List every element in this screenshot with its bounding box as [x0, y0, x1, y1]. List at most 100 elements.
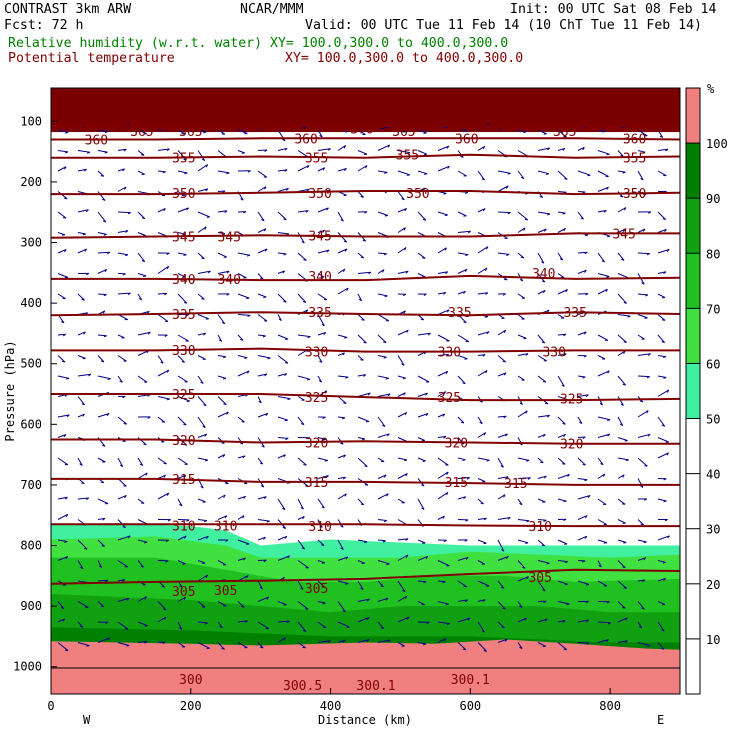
wind-vector-head: [644, 317, 648, 319]
wind-vector-head: [403, 310, 406, 314]
wind-vector: [157, 616, 167, 623]
wind-vector: [277, 252, 287, 255]
wind-vector-head: [607, 433, 611, 437]
wind-vector-head: [382, 269, 385, 273]
wind-vector-head: [266, 596, 270, 600]
wind-vector-head: [662, 218, 666, 220]
wind-vector-head: [622, 607, 626, 609]
wind-vector-head: [463, 321, 467, 324]
wind-vector: [577, 580, 590, 585]
y-axis: 100 200 300 400 500 600 700 800 900 1000: [13, 114, 57, 674]
wind-vector-head: [424, 173, 428, 175]
wind-vector-head: [607, 370, 610, 374]
wind-vector: [137, 621, 148, 627]
wind-vector-head: [242, 455, 246, 459]
wind-vector-head: [264, 149, 268, 153]
wind-vector: [77, 621, 84, 628]
wind-vector-head: [584, 535, 588, 539]
wind-vector-head: [265, 413, 269, 417]
wind-vector-head: [283, 604, 287, 606]
wind-vector-head: [366, 598, 370, 602]
wind-vector: [497, 638, 508, 643]
wind-vector: [517, 293, 526, 299]
wind-vector-head: [139, 463, 144, 467]
wind-vector-head: [286, 188, 289, 191]
wind-vector: [137, 129, 147, 135]
wind-vector: [457, 150, 464, 158]
wind-vector-head: [525, 353, 529, 356]
wind-vector-head: [322, 602, 326, 605]
wind-vector-head: [583, 355, 587, 358]
wind-vector: [417, 642, 427, 645]
wind-vector-head: [643, 541, 647, 544]
wind-vector-head: [385, 597, 389, 601]
wind-vector: [297, 396, 305, 401]
wind-vector-head: [383, 520, 387, 523]
wind-vector: [117, 494, 127, 500]
wind-vector: [377, 314, 390, 322]
wind-vector: [97, 601, 105, 608]
wind-vector: [657, 129, 664, 138]
wind-vector-head: [423, 581, 427, 584]
wind-vector-head: [123, 485, 127, 487]
wind-vector-head: [86, 497, 90, 501]
wind-vector: [117, 168, 125, 172]
wind-vector: [397, 208, 407, 213]
wind-vector-head: [284, 169, 288, 172]
wind-vector-head: [85, 209, 89, 213]
wind-vector-head: [327, 148, 331, 151]
wind-vector-head: [166, 398, 170, 401]
wind-vector-head: [119, 380, 123, 383]
wind-vector: [337, 352, 345, 356]
wind-vector-head: [380, 627, 384, 630]
wind-vector: [317, 640, 331, 643]
wind-vector: [277, 454, 286, 459]
wind-vector-head: [365, 165, 368, 169]
wind-vector: [97, 293, 107, 295]
wind-vector: [457, 496, 466, 500]
wind-vector: [337, 539, 344, 550]
wind-vector-head: [65, 649, 69, 652]
wind-vector-head: [421, 484, 425, 487]
wind-vector-head: [386, 433, 390, 437]
wind-vector-head: [664, 519, 668, 522]
wind-vector: [177, 273, 186, 278]
wind-vector: [417, 601, 425, 606]
wind-vector: [377, 355, 387, 358]
colorbar-level-label: 100: [706, 137, 728, 151]
wind-vector: [597, 539, 608, 544]
wind-vector: [397, 616, 410, 623]
wind-vector-head: [80, 566, 84, 570]
wind-vector: [317, 207, 329, 213]
wind-vector: [517, 334, 527, 339]
wind-vector: [417, 273, 426, 278]
wind-vector: [337, 476, 346, 479]
wind-vector: [357, 150, 368, 155]
wind-vector: [377, 597, 389, 602]
wind-vector: [117, 148, 127, 151]
wind-vector: [537, 129, 547, 135]
wind-vector-head: [600, 463, 604, 466]
wind-vector-head: [321, 506, 325, 509]
wind-vector: [657, 293, 666, 299]
wind-vector: [177, 437, 188, 446]
wind-vector-head: [361, 319, 365, 321]
wind-vector-head: [84, 547, 88, 550]
wind-vector-head: [65, 131, 69, 134]
wind-vector-head: [563, 500, 567, 503]
wind-vector-head: [445, 371, 449, 375]
wind-vector: [337, 601, 346, 613]
wind-vector-head: [545, 173, 550, 175]
wind-vector: [217, 314, 226, 324]
wind-vector-head: [267, 357, 271, 360]
wind-vector: [637, 433, 651, 438]
wind-vector: [97, 232, 107, 235]
wind-vector: [577, 416, 583, 424]
wind-vector: [157, 474, 166, 479]
wind-vector-head: [361, 438, 366, 441]
wind-vector-head: [243, 211, 247, 214]
wind-vector-head: [201, 298, 205, 300]
wind-vector: [437, 391, 446, 397]
wind-vector: [157, 265, 169, 274]
wind-vector: [477, 354, 486, 356]
